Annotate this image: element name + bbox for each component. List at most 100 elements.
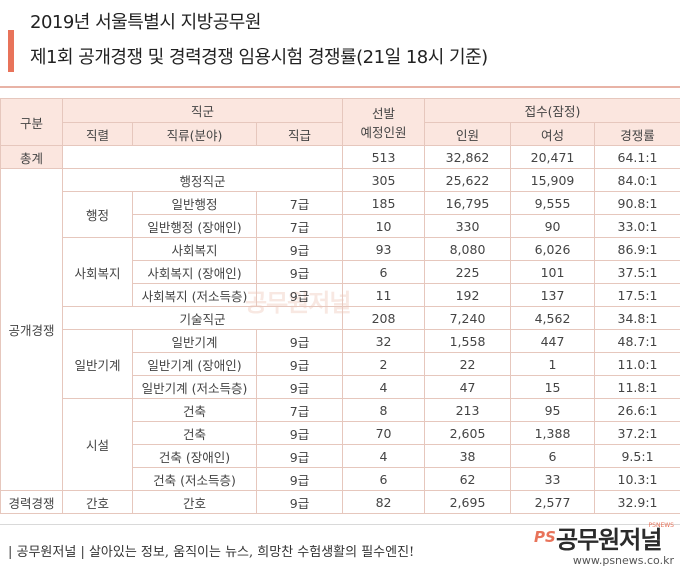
title-line1: 2019년 서울특별시 지방공무원 — [30, 12, 261, 33]
header-jikgun: 직군 — [61, 98, 344, 123]
header-jikryeol: 직렬 — [62, 122, 133, 146]
total-seonbal: 513 — [342, 145, 426, 169]
row-name: 행정직군 — [61, 168, 344, 192]
row-name: 건축 — [132, 421, 257, 445]
row-grade: 7급 — [255, 191, 344, 215]
table-row: 일반행정 (장애인) 7급 10 330 90 33.0:1 — [1, 214, 680, 238]
table-row: 경력경쟁 간호 간호 9급 82 2,695 2,577 32.9:1 — [0, 490, 680, 514]
table-row: 공개경쟁 행정직군 305 25,622 15,909 84.0:1 — [0, 168, 680, 491]
row-rate: 84.0:1 — [594, 168, 680, 192]
row-seonbal: 93 — [342, 237, 426, 261]
header-gubun: 구분 — [0, 98, 63, 146]
group-ganho: 간호 — [62, 490, 133, 514]
row-yeoseong: 4,562 — [510, 306, 596, 330]
row-inwon: 330 — [424, 214, 512, 238]
row-inwon: 25,622 — [424, 168, 512, 192]
row-name: 일반행정 — [132, 191, 257, 215]
group-ilbangigye: 일반기계 — [62, 329, 133, 399]
logo-sub: PSNEWS — [648, 522, 674, 529]
logo-name: 공무원저널 — [556, 526, 662, 554]
table-row: 일반기계 (저소득층) 9급 4 47 15 11.8:1 — [1, 375, 680, 399]
row-name: 기술직군 — [61, 306, 344, 330]
row-yeoseong: 101 — [510, 260, 596, 284]
total-label: 총계 — [0, 145, 63, 169]
row-rate: 17.5:1 — [594, 283, 680, 307]
table-row: 일반기계 일반기계 9급 32 1,558 447 48.7:1 — [1, 329, 680, 399]
section-gongchae: 공개경쟁 — [0, 168, 63, 491]
row-seonbal: 8 — [342, 398, 426, 422]
footer-tagline: | 공무원저널 | 살아있는 정보, 움직이는 뉴스, 희망찬 수험생활의 필수… — [8, 545, 415, 560]
row-name: 일반행정 (장애인) — [132, 214, 257, 238]
row-yeoseong: 6,026 — [510, 237, 596, 261]
row-yeoseong: 1,388 — [510, 421, 596, 445]
footer-divider — [0, 524, 680, 525]
section-gyeongryeok: 경력경쟁 — [0, 490, 63, 514]
row-name: 건축 (저소득층) — [132, 467, 257, 491]
brand-logo[interactable]: PS 공무원저널 PSNEWS — [534, 520, 674, 554]
row-seonbal: 4 — [342, 375, 426, 399]
table-row: 사회복지 (장애인) 9급 6 225 101 37.5:1 — [1, 260, 680, 284]
site-url[interactable]: www.psnews.co.kr — [572, 554, 674, 567]
total-row: 총계 513 32,862 20,471 64.1:1 — [0, 145, 680, 169]
title-divider — [0, 86, 680, 88]
row-inwon: 47 — [424, 375, 512, 399]
row-yeoseong: 15 — [510, 375, 596, 399]
total-yeoseong: 20,471 — [510, 145, 596, 169]
row-rate: 11.0:1 — [594, 352, 680, 376]
row-rate: 48.7:1 — [594, 329, 680, 353]
row-name: 일반기계 — [132, 329, 257, 353]
row-seonbal: 305 — [342, 168, 426, 192]
table-row: 행정 일반행정 7급 185 16,795 9,555 90.8:1 — [1, 191, 680, 238]
row-rate: 37.2:1 — [594, 421, 680, 445]
row-name: 사회복지 (장애인) — [132, 260, 257, 284]
row-inwon: 192 — [424, 283, 512, 307]
row-grade: 9급 — [255, 237, 344, 261]
table-row: 기술직군 208 7,240 4,562 34.8:1 — [1, 306, 680, 330]
row-yeoseong: 15,909 — [510, 168, 596, 192]
table-row: 시설 건축 7급 8 213 95 26.6:1 — [1, 398, 680, 491]
row-inwon: 7,240 — [424, 306, 512, 330]
total-rate: 64.1:1 — [594, 145, 680, 169]
group-siseol: 시설 — [62, 398, 133, 491]
row-grade: 9급 — [255, 352, 344, 376]
row-inwon: 62 — [424, 467, 512, 491]
row-seonbal: 6 — [342, 467, 426, 491]
row-name: 건축 — [132, 398, 257, 422]
row-yeoseong: 2,577 — [510, 490, 596, 514]
row-yeoseong: 447 — [510, 329, 596, 353]
logo-ps-mark: PS — [534, 528, 556, 546]
row-grade: 9급 — [255, 260, 344, 284]
row-inwon: 1,558 — [424, 329, 512, 353]
header-seonbal-line2: 예정인원 — [360, 125, 407, 140]
header-jeopsu: 접수(잠정) — [424, 98, 680, 123]
row-rate: 10.3:1 — [594, 467, 680, 491]
row-seonbal: 82 — [342, 490, 426, 514]
header-seonbal: 선발 예정인원 — [342, 98, 426, 146]
row-yeoseong: 1 — [510, 352, 596, 376]
header-row-1: 구분 직군 선발 예정인원 접수(잠정) — [0, 98, 680, 146]
table-row: 건축 9급 70 2,605 1,388 37.2:1 — [1, 421, 680, 445]
row-seonbal: 2 — [342, 352, 426, 376]
row-grade: 7급 — [255, 214, 344, 238]
header-jikryu: 직류(분야) — [132, 122, 257, 146]
header-jikgeup: 직급 — [255, 122, 344, 146]
row-seonbal: 208 — [342, 306, 426, 330]
row-inwon: 16,795 — [424, 191, 512, 215]
row-yeoseong: 6 — [510, 444, 596, 468]
row-yeoseong: 95 — [510, 398, 596, 422]
row-inwon: 2,695 — [424, 490, 512, 514]
row-seonbal: 11 — [342, 283, 426, 307]
row-seonbal: 185 — [342, 191, 426, 215]
row-seonbal: 4 — [342, 444, 426, 468]
competition-table: 구분 직군 선발 예정인원 접수(잠정) 직렬 직류(분야) 직급 인원 여성 … — [0, 98, 680, 514]
row-yeoseong: 33 — [510, 467, 596, 491]
row-grade: 9급 — [255, 490, 344, 514]
row-grade: 9급 — [255, 467, 344, 491]
row-yeoseong: 90 — [510, 214, 596, 238]
header-yeoseong: 여성 — [510, 122, 596, 146]
row-inwon: 2,605 — [424, 421, 512, 445]
row-seonbal: 70 — [342, 421, 426, 445]
row-grade: 9급 — [255, 444, 344, 468]
row-name: 간호 — [132, 490, 257, 514]
row-rate: 37.5:1 — [594, 260, 680, 284]
